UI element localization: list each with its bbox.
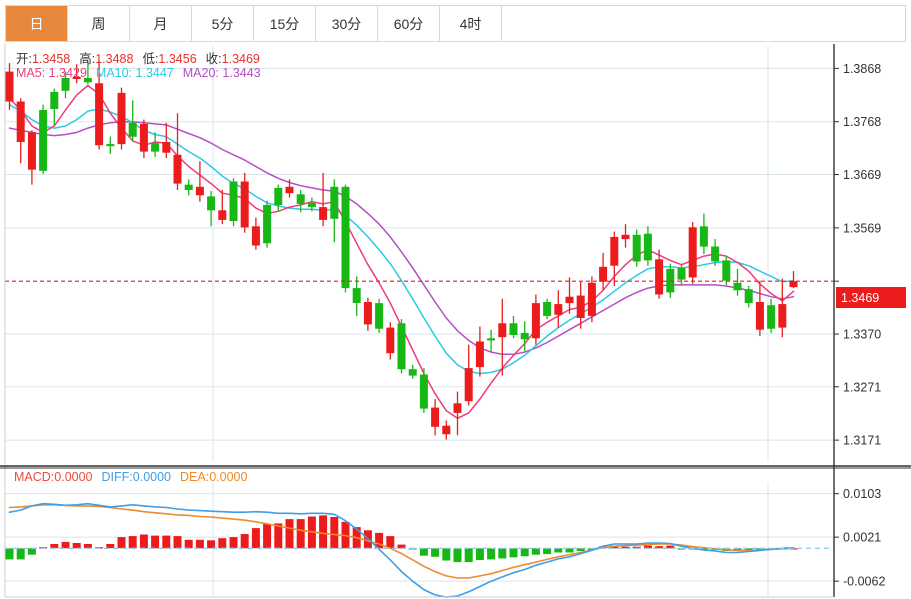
price-axis-ticks: 1.3868 1.3768 1.3669 1.3569 1.3469 1.3370 1.32… — [834, 62, 881, 448]
svg-text:1.3868: 1.3868 — [843, 62, 881, 76]
tab-7[interactable]: 4时 — [440, 6, 502, 41]
svg-text:1.3370: 1.3370 — [843, 328, 881, 342]
svg-text:1.3768: 1.3768 — [843, 115, 881, 129]
tab-3[interactable]: 5分 — [192, 6, 254, 41]
macd-histogram — [5, 515, 798, 563]
svg-text:-0.0062: -0.0062 — [843, 575, 885, 589]
chart-frame — [0, 44, 911, 598]
gridlines — [5, 46, 834, 462]
tab-0[interactable]: 日 — [6, 6, 68, 41]
tabbar-spacer — [502, 6, 905, 41]
candlestick-series — [5, 59, 798, 440]
tab-6[interactable]: 60分 — [378, 6, 440, 41]
svg-text:0.0103: 0.0103 — [843, 487, 881, 501]
tab-2[interactable]: 月 — [130, 6, 192, 41]
price-macd-chart[interactable]: 1.3868 1.3768 1.3669 1.3569 1.3469 1.3370 1.32… — [0, 44, 911, 599]
current-price-value: 1.3469 — [841, 290, 880, 305]
macd-axis-ticks: 0.0103 0.0021 -0.0062 — [834, 487, 885, 589]
tab-1[interactable]: 周 — [68, 6, 130, 41]
dea-line — [8, 503, 795, 579]
svg-text:1.3271: 1.3271 — [843, 380, 881, 394]
svg-text:1.3569: 1.3569 — [843, 221, 881, 235]
period-tabbar: 日周月 5分 15分 30分 60分 4时 — [5, 5, 906, 42]
svg-text:1.3171: 1.3171 — [843, 434, 881, 448]
svg-text:1.3469: 1.3469 — [843, 275, 881, 289]
diff-line — [8, 502, 795, 598]
svg-text:0.0021: 0.0021 — [843, 531, 881, 545]
chart-canvas-area[interactable]: 1.3868 1.3768 1.3669 1.3569 1.3469 1.3370 1.32… — [0, 44, 911, 599]
svg-text:1.3669: 1.3669 — [843, 168, 881, 182]
current-price-tag: 1.3469 — [836, 287, 906, 308]
tab-4[interactable]: 15分 — [254, 6, 316, 41]
tab-5[interactable]: 30分 — [316, 6, 378, 41]
